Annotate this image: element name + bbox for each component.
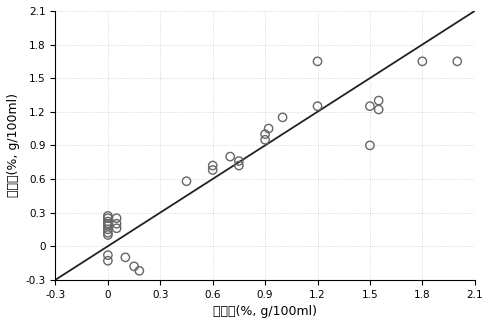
Point — [366, 143, 374, 148]
Point — [104, 230, 112, 235]
Point — [104, 232, 112, 238]
Point — [104, 219, 112, 224]
Point — [183, 179, 191, 184]
X-axis label: 真实値(%, g/100ml): 真实値(%, g/100ml) — [213, 305, 317, 318]
Point — [261, 132, 269, 137]
Point — [104, 213, 112, 218]
Point — [235, 159, 243, 164]
Point — [135, 268, 143, 273]
Point — [104, 227, 112, 232]
Point — [104, 221, 112, 227]
Point — [104, 223, 112, 228]
Point — [209, 167, 217, 173]
Point — [113, 215, 121, 221]
Point — [130, 264, 138, 269]
Point — [113, 221, 121, 227]
Point — [418, 59, 426, 64]
Point — [104, 221, 112, 227]
Point — [235, 163, 243, 168]
Point — [226, 154, 234, 159]
Point — [261, 137, 269, 142]
Point — [265, 126, 272, 131]
Point — [122, 255, 129, 260]
Y-axis label: 预测値(%, g/100ml): 预测値(%, g/100ml) — [7, 93, 20, 197]
Point — [104, 253, 112, 258]
Point — [279, 115, 287, 120]
Point — [375, 98, 383, 103]
Point — [104, 258, 112, 263]
Point — [314, 59, 321, 64]
Point — [375, 107, 383, 112]
Point — [453, 59, 461, 64]
Point — [104, 215, 112, 221]
Point — [366, 104, 374, 109]
Point — [314, 104, 321, 109]
Point — [209, 163, 217, 168]
Point — [113, 226, 121, 231]
